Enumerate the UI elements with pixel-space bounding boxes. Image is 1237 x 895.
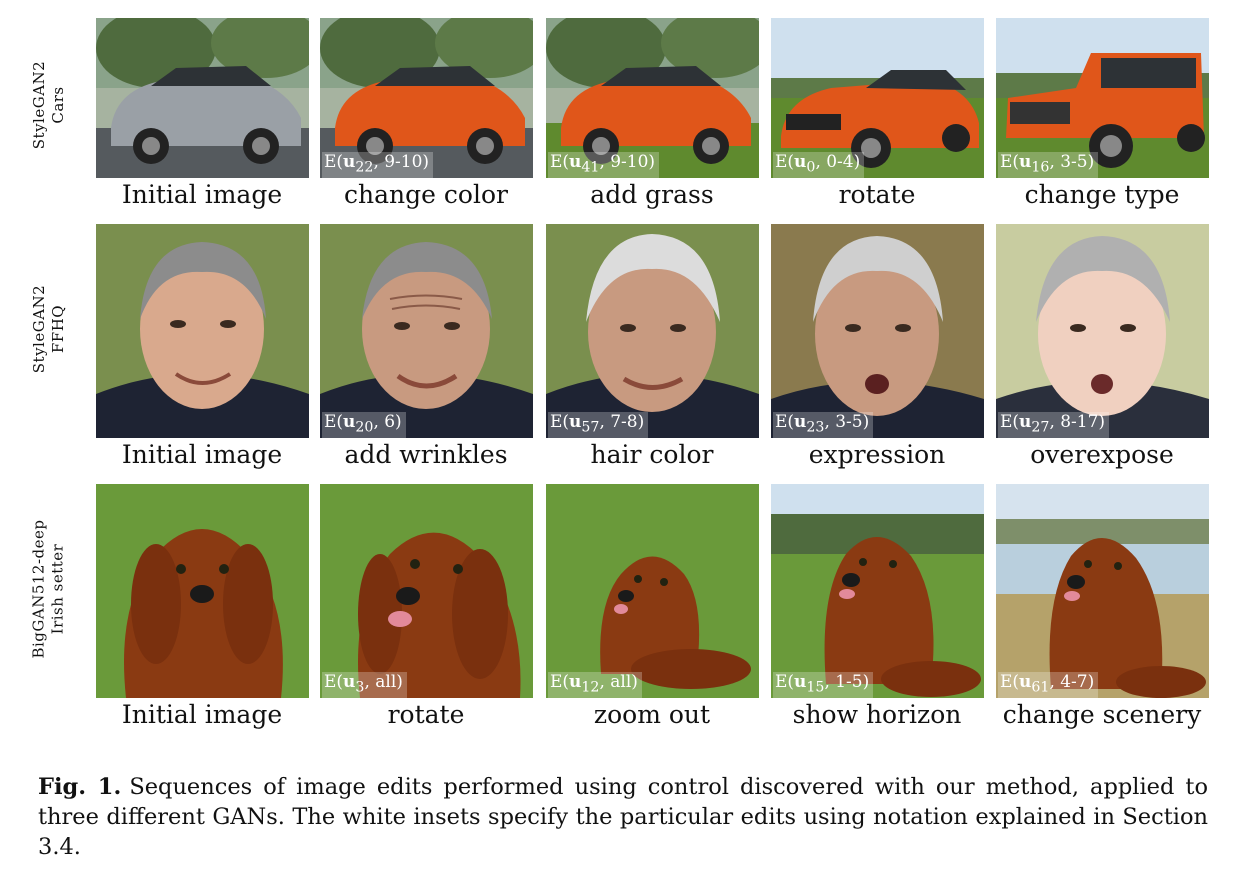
- caption-add-wrinkles: add wrinkles: [344, 440, 508, 469]
- caption-change-scenery: change scenery: [1002, 700, 1202, 729]
- caption-expression: expression: [808, 440, 946, 469]
- edit-inset: E(u15, 1-5): [773, 671, 874, 698]
- caption-zoom-out: zoom out: [593, 700, 711, 729]
- figure: StyleGAN2 Cars StyleGAN2 FFHQ BigGAN512-de…: [30, 18, 1209, 729]
- figure-caption: Fig. 1. Sequences of image edits performe…: [38, 772, 1208, 862]
- face-expression-image: E(u23, 3-5): [771, 224, 984, 438]
- dog-rotate-image: E(u3, all): [320, 484, 533, 698]
- edit-inset: E(u22, 9-10): [322, 151, 434, 178]
- face-initial-image: [96, 224, 309, 438]
- caption-rotate-car: rotate: [838, 180, 916, 209]
- edit-inset: E(u23, 3-5): [773, 411, 874, 438]
- caption-rotate-dog: rotate: [387, 700, 465, 729]
- caption-add-grass: add grass: [590, 180, 714, 209]
- caption-overexpose: overexpose: [1030, 440, 1174, 469]
- figure-caption-text: Sequences of image edits performed using…: [38, 774, 1208, 860]
- edit-inset: E(u57, 7-8): [548, 411, 649, 438]
- caption-change-type: change type: [1024, 180, 1180, 209]
- caption-change-color: change color: [344, 180, 508, 209]
- row-label-dogs: BigGAN512-deep Irish setter: [30, 519, 67, 659]
- caption-hair-color: hair color: [590, 440, 714, 469]
- row-label-ffhq: StyleGAN2 FFHQ: [30, 284, 67, 374]
- edit-inset: E(u3, all): [322, 671, 407, 698]
- dog-zoom-out-image: E(u12, all): [546, 484, 759, 698]
- edit-inset: E(u27, 8-17): [998, 411, 1110, 438]
- dog-initial-image: [96, 484, 309, 698]
- caption-face-initial: Initial image: [121, 440, 283, 469]
- row-label-cars: StyleGAN2 Cars: [30, 60, 67, 150]
- caption-dog-initial: Initial image: [121, 700, 283, 729]
- edit-inset: E(u0, 0-4): [773, 151, 865, 178]
- caption-car-initial: Initial image: [121, 180, 283, 209]
- figure-number: Fig. 1.: [38, 774, 122, 800]
- dog-change-scenery-image: E(u61, 4-7): [996, 484, 1209, 698]
- face-overexpose-image: E(u27, 8-17): [996, 224, 1209, 438]
- dog-show-horizon-image: E(u15, 1-5): [771, 484, 984, 698]
- caption-show-horizon: show horizon: [792, 700, 962, 729]
- car-change-type-image: E(u16, 3-5): [996, 18, 1209, 178]
- face-add-wrinkles-image: E(u20, 6): [320, 224, 533, 438]
- car-rotate-image: E(u0, 0-4): [771, 18, 984, 178]
- car-change-color-image: E(u22, 9-10): [320, 18, 533, 178]
- edit-inset: E(u12, all): [548, 671, 642, 698]
- car-initial-image: [96, 18, 309, 178]
- edit-inset: E(u41, 9-10): [548, 151, 660, 178]
- car-add-grass-image: E(u41, 9-10): [546, 18, 759, 178]
- edit-inset: E(u20, 6): [322, 411, 406, 438]
- face-hair-color-image: E(u57, 7-8): [546, 224, 759, 438]
- edit-inset: E(u16, 3-5): [998, 151, 1099, 178]
- edit-inset: E(u61, 4-7): [998, 671, 1099, 698]
